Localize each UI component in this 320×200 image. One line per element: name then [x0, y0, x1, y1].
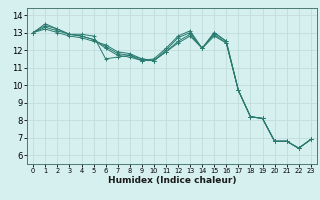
X-axis label: Humidex (Indice chaleur): Humidex (Indice chaleur) — [108, 176, 236, 185]
